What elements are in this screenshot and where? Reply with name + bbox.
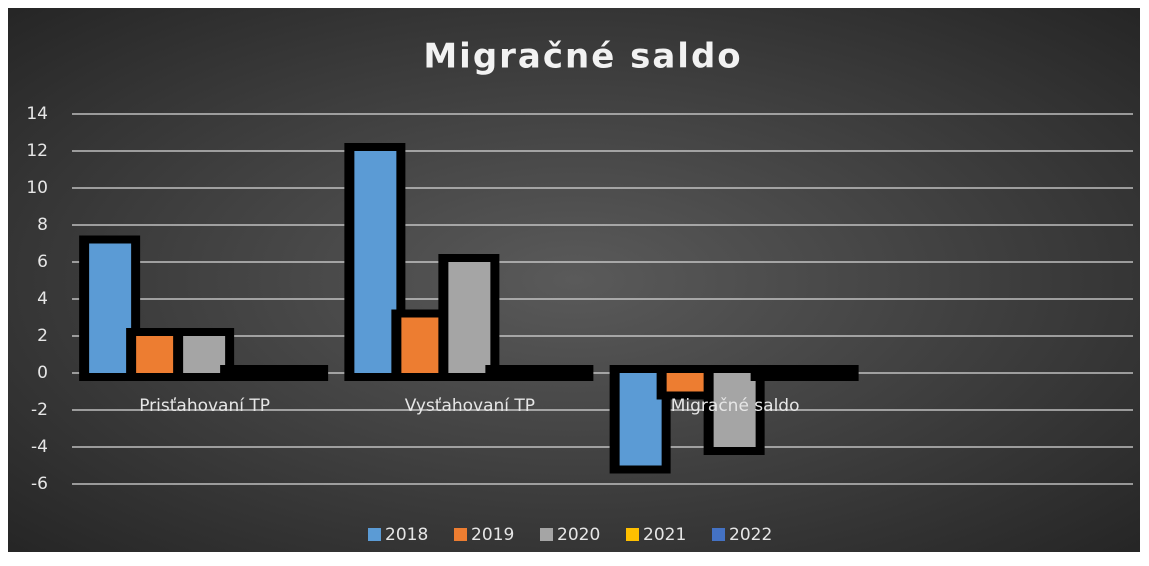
bar-shadow	[485, 365, 547, 381]
bar-shadow	[532, 365, 594, 381]
bar	[619, 373, 662, 466]
y-tick-label: -6	[31, 474, 48, 494]
bar	[401, 317, 444, 373]
y-tick-label: 12	[26, 141, 48, 161]
y-tick-label: 14	[26, 104, 48, 124]
bar	[89, 243, 132, 373]
legend-label: 2018	[385, 525, 428, 545]
legend-label: 2020	[557, 525, 600, 545]
y-tick-label: 2	[37, 326, 48, 346]
bar	[183, 336, 226, 373]
bar	[666, 373, 709, 392]
legend-swatch	[540, 528, 553, 541]
y-tick-label: -2	[31, 400, 48, 420]
bar-shadow	[797, 365, 859, 381]
legend-swatch	[626, 528, 639, 541]
legend-label: 2021	[643, 525, 686, 545]
bar	[136, 336, 179, 373]
legend-label: 2019	[471, 525, 514, 545]
bar	[354, 151, 397, 373]
y-tick-label: 0	[37, 363, 48, 383]
chart-title: Migračné saldo	[423, 37, 742, 77]
bar	[448, 262, 491, 373]
legend-label: 2022	[729, 525, 772, 545]
chart-background	[8, 8, 1140, 552]
y-tick-label: 10	[26, 178, 48, 198]
x-tick-label: Migračné saldo	[671, 396, 800, 416]
y-tick-label: -4	[31, 437, 48, 457]
y-tick-label: 6	[37, 252, 48, 272]
y-tick-label: 4	[37, 289, 48, 309]
y-tick-label: 8	[37, 215, 48, 235]
x-tick-label: Vysťahovaní TP	[405, 396, 535, 416]
bar-shadow	[220, 365, 282, 381]
legend-swatch	[368, 528, 381, 541]
bar-shadow	[750, 365, 812, 381]
bar	[713, 373, 756, 447]
bar-shadow	[267, 365, 329, 381]
legend-swatch	[454, 528, 467, 541]
x-tick-label: Prisťahovaní TP	[139, 396, 270, 416]
legend-swatch	[712, 528, 725, 541]
